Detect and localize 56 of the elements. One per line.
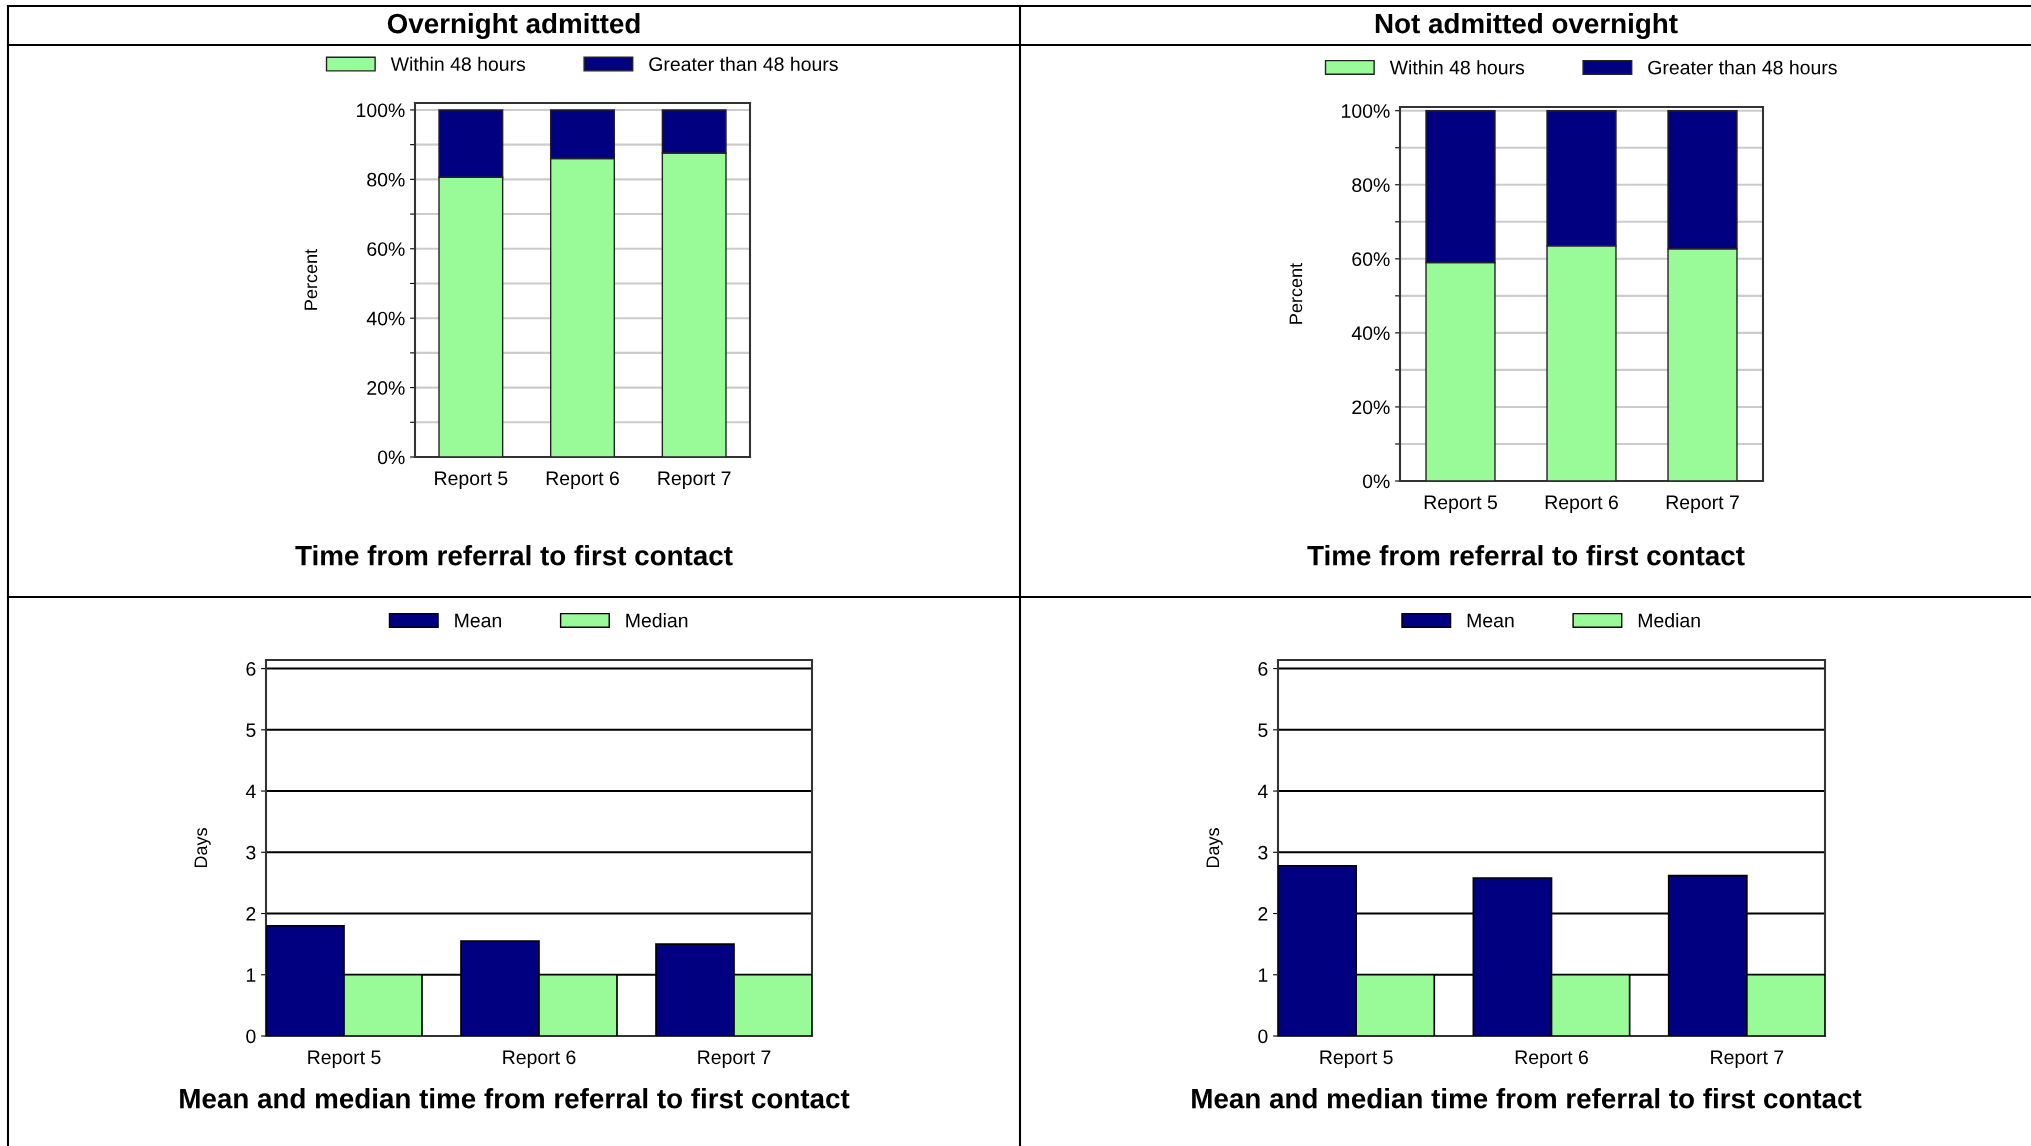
x-tick-label: Report 6 — [503, 1050, 576, 1069]
y-tick-label: 40% — [366, 311, 405, 326]
x-tick-label: Report 6 — [1515, 1050, 1588, 1069]
y-axis-title: Percent — [1289, 263, 1303, 324]
y-tick-label: 5 — [246, 723, 256, 738]
y-tick-label: 1 — [246, 968, 256, 982]
y-tick-label: 3 — [246, 845, 256, 860]
legend-label: Within 48 hours — [1389, 60, 1525, 75]
chart-subtitle: Not admitted overnight — [1375, 12, 1678, 40]
y-axis-title: Percent — [304, 249, 318, 310]
y-tick-label: 20% — [1352, 400, 1390, 415]
x-tick-label: Report 7 — [1666, 495, 1739, 514]
y-tick-label: 2 — [1258, 906, 1268, 921]
y-tick-label: 6 — [1258, 662, 1268, 676]
legend-label: Greater than 48 hours — [1648, 60, 1837, 75]
x-tick-label: Report 7 — [1711, 1050, 1784, 1069]
x-tick-label: Report 5 — [1320, 1050, 1393, 1069]
y-axis-title: Days — [1206, 828, 1223, 868]
y-tick-label: 80% — [367, 172, 405, 187]
x-tick-label: Report 7 — [698, 1050, 771, 1069]
y-axis-title: Days — [194, 828, 211, 868]
legend-label: Within 48 hours — [390, 56, 526, 72]
y-tick-label: 4 — [1257, 784, 1268, 799]
text: Mean and median time from referral to first contact — [180, 1088, 850, 1109]
y-tick-label: 80% — [1352, 178, 1390, 192]
x-tick-label: Report 7 — [658, 471, 731, 490]
y-tick-label: 0% — [377, 450, 405, 465]
y-tick-label: 20% — [367, 381, 405, 395]
x-tick-label: Report 5 — [435, 471, 508, 490]
legend-label: Mean — [1467, 613, 1514, 628]
y-tick-label: 4 — [245, 784, 256, 799]
x-tick-label: Report 5 — [308, 1050, 381, 1069]
y-tick-label: 0 — [246, 1029, 256, 1044]
y-tick-label: 2 — [246, 906, 256, 921]
y-tick-label: 5 — [1258, 723, 1268, 738]
y-tick-label: 100% — [357, 103, 405, 118]
y-tick-label: 60% — [1352, 252, 1390, 267]
y-tick-label: 0% — [1362, 474, 1390, 489]
text: Time from referral to first contact — [295, 545, 733, 566]
y-tick-label: 1 — [1258, 968, 1268, 982]
chart-subtitle: Overnight admitted — [387, 12, 640, 40]
x-tick-label: Report 6 — [1545, 495, 1618, 514]
y-tick-label: 3 — [1258, 845, 1268, 860]
legend-label: Mean — [455, 613, 502, 628]
y-tick-label: 6 — [246, 662, 256, 676]
y-tick-label: 0 — [1258, 1029, 1268, 1044]
text: Time from referral to first contact — [1307, 545, 1745, 566]
legend-label: Median — [626, 613, 688, 628]
x-tick-label: Report 5 — [1424, 495, 1497, 514]
y-tick-label: 60% — [367, 242, 405, 256]
text: Mean and median time from referral to first contact — [1192, 1088, 1862, 1109]
y-tick-label: 100% — [1342, 104, 1390, 118]
legend-label: Greater than 48 hours — [649, 56, 838, 72]
y-tick-label: 40% — [1351, 326, 1390, 341]
legend-label: Median — [1638, 613, 1700, 628]
x-tick-label: Report 6 — [546, 471, 619, 490]
